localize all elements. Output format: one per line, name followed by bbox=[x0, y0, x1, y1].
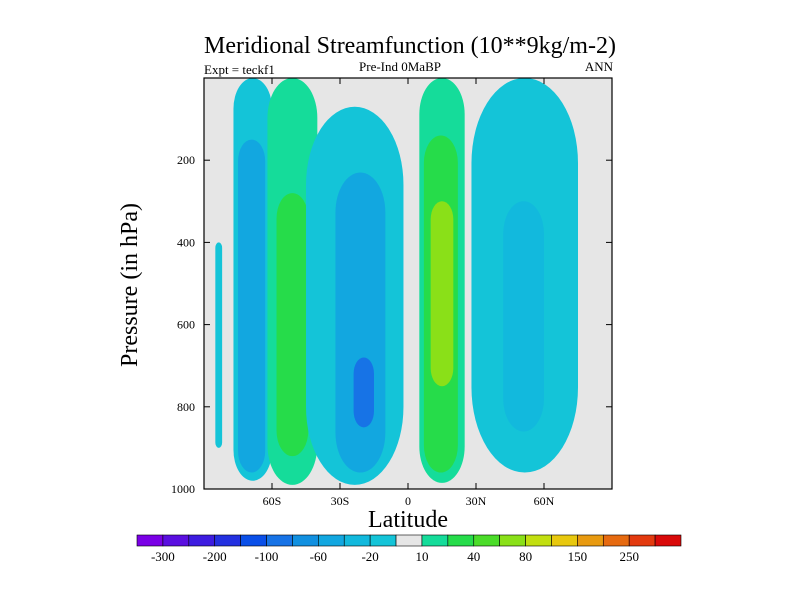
colorbar-swatch bbox=[240, 534, 267, 547]
y-tick-label: 1000 bbox=[171, 482, 195, 496]
colorbar-swatch bbox=[525, 534, 552, 547]
x-tick-label: 60S bbox=[263, 494, 282, 508]
season-annotation: ANN bbox=[585, 59, 614, 74]
colorbar-swatch bbox=[602, 534, 630, 547]
sh-negative-cell-core bbox=[238, 139, 266, 473]
colorbar-swatch bbox=[551, 534, 578, 547]
colorbar-label: -200 bbox=[203, 549, 227, 564]
y-tick-label: 600 bbox=[177, 318, 195, 332]
y-tick-label: 200 bbox=[177, 153, 195, 167]
experiment-annotation: Expt = teckf1 bbox=[204, 62, 275, 77]
nh-hadley-center bbox=[430, 201, 454, 387]
sh-hadley-center bbox=[353, 357, 374, 428]
colorbar-swatch bbox=[318, 534, 345, 547]
x-tick-label: 30N bbox=[466, 494, 487, 508]
colorbar-label: 150 bbox=[568, 549, 588, 564]
x-tick-label: 0 bbox=[405, 494, 411, 508]
colorbar bbox=[136, 534, 682, 547]
colorbar-label: -100 bbox=[255, 549, 279, 564]
colorbar-swatch bbox=[654, 534, 682, 547]
colorbar-swatch bbox=[188, 534, 216, 547]
colorbar-label: 250 bbox=[619, 549, 639, 564]
x-tick-label: 60N bbox=[534, 494, 555, 508]
colorbar-swatch bbox=[266, 534, 293, 547]
colorbar-label: -20 bbox=[361, 549, 378, 564]
colorbar-swatch bbox=[162, 534, 190, 547]
colorbar-swatch bbox=[628, 534, 656, 547]
x-axis: 60S 30S 0 30N 60N bbox=[263, 78, 555, 508]
y-tick-label: 800 bbox=[177, 400, 195, 414]
y-axis-title: Pressure (in hPa) bbox=[117, 203, 143, 367]
nh-ferrel-core bbox=[503, 201, 544, 432]
sh-ferrel-positive-core bbox=[276, 193, 309, 457]
colorbar-swatch bbox=[395, 534, 423, 547]
colorbar-swatch bbox=[499, 534, 526, 547]
contour-fills bbox=[215, 78, 578, 485]
colorbar-label: 80 bbox=[519, 549, 532, 564]
colorbar-swatch bbox=[577, 534, 604, 547]
y-axis: 200 400 600 800 1000 bbox=[171, 153, 612, 496]
chart-title: Meridional Streamfunction (10**9kg/m-2) bbox=[204, 33, 616, 59]
colorbar-swatch bbox=[447, 534, 475, 547]
x-tick-label: 30S bbox=[331, 494, 350, 508]
colorbar-swatch bbox=[136, 534, 164, 547]
colorbar-swatch bbox=[473, 534, 500, 547]
colorbar-swatch bbox=[421, 534, 449, 547]
colorbar-label: -60 bbox=[310, 549, 327, 564]
x-axis-title: Latitude bbox=[368, 507, 448, 533]
colorbar-label: -300 bbox=[151, 549, 175, 564]
period-annotation: Pre-Ind 0MaBP bbox=[359, 59, 441, 74]
polar-south-weak-negative bbox=[215, 242, 223, 448]
y-tick-label: 400 bbox=[177, 235, 195, 249]
colorbar-swatch bbox=[292, 534, 319, 547]
colorbar-swatch bbox=[369, 534, 397, 547]
colorbar-labels: -300 -200 -100 -60 -20 10 40 80 150 250 bbox=[151, 549, 639, 564]
colorbar-swatch bbox=[343, 534, 371, 547]
colorbar-swatch bbox=[214, 534, 241, 547]
colorbar-label: 40 bbox=[467, 549, 480, 564]
colorbar-label: 10 bbox=[415, 549, 428, 564]
sh-hadley-core bbox=[335, 172, 386, 473]
